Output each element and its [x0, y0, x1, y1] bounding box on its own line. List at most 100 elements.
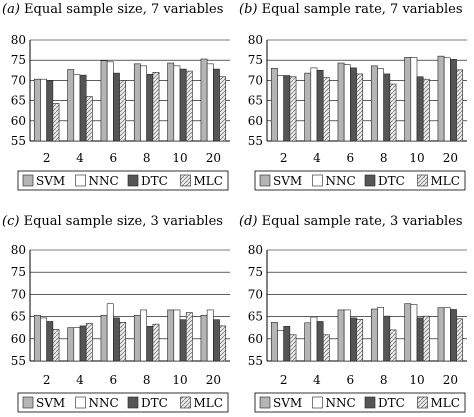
legend-swatch-dtc — [364, 174, 376, 187]
x-tick-label: 6 — [110, 151, 118, 165]
bar-nnc-6 — [343, 64, 351, 142]
bar-mlc-10 — [185, 70, 193, 142]
bar-nnc-6 — [106, 61, 114, 142]
bar-nnc-6 — [106, 303, 114, 362]
bar-nnc-2 — [277, 75, 284, 142]
bar-nnc-20 — [206, 63, 214, 142]
x-tick-label: 8 — [380, 373, 388, 387]
bar-dtc-20 — [450, 59, 457, 142]
bar-dtc-4 — [316, 70, 324, 142]
bar-mlc-10 — [422, 78, 430, 142]
y-tick-label: 60 — [11, 332, 26, 346]
x-tick-label: 4 — [313, 373, 321, 387]
bar-svm-2 — [33, 78, 41, 142]
y-tick-label: 80 — [248, 33, 263, 47]
legend-label-svm: SVM — [36, 396, 65, 410]
bar-mlc-4 — [85, 322, 93, 362]
bar-mlc-6 — [119, 322, 127, 362]
legend-swatch-svm — [22, 174, 34, 187]
panel-label: (b) — [239, 2, 258, 17]
x-tick-label: 20 — [443, 151, 458, 165]
legend-label-svm: SVM — [273, 174, 302, 188]
x-tick-label: 6 — [110, 373, 118, 387]
panel-title-text: Equal sample size, 3 variables — [23, 214, 223, 229]
bar-mlc-20 — [219, 325, 227, 362]
legend-swatch-dtc — [127, 396, 139, 409]
bar-dtc-2 — [46, 80, 54, 142]
bar-nnc-8 — [377, 306, 384, 362]
bar-mlc-10 — [422, 315, 430, 362]
x-tick-label: 10 — [172, 373, 187, 387]
bar-nnc-6 — [343, 309, 351, 362]
bar-dtc-4 — [79, 74, 87, 142]
chart-title: (a) Equal sample size, 7 variables — [2, 2, 223, 17]
y-tick-label: 80 — [248, 243, 263, 257]
bar-dtc-20 — [213, 319, 220, 362]
y-tick-label: 65 — [11, 94, 26, 108]
bar-dtc-10 — [179, 319, 187, 362]
bar-svm-10 — [167, 309, 175, 362]
bar-mlc-4 — [322, 334, 330, 362]
legend-label-nnc: NNC — [89, 396, 119, 410]
bar-nnc-8 — [140, 309, 147, 362]
bar-dtc-8 — [383, 315, 391, 362]
chart-panel-a: (a) Equal sample size, 7 variables 55 60 6… — [0, 0, 237, 200]
bar-svm-10 — [167, 62, 175, 142]
bar-mlc-2 — [289, 334, 297, 362]
x-tick-label: 6 — [347, 373, 355, 387]
legend-box — [254, 392, 466, 413]
y-tick-label: 70 — [248, 287, 263, 301]
y-tick-label: 65 — [248, 310, 263, 324]
bar-svm-6 — [100, 60, 108, 142]
legend-swatch-nnc — [312, 174, 323, 187]
legend-label-dtc: DTC — [378, 174, 405, 188]
y-tick-label: 75 — [11, 265, 26, 279]
bar-dtc-10 — [416, 76, 424, 142]
x-tick-label: 20 — [206, 151, 221, 165]
y-tick-label: 60 — [248, 114, 263, 128]
y-tick-label: 75 — [248, 265, 263, 279]
bar-dtc-6 — [350, 317, 357, 362]
bar-svm-8 — [133, 63, 141, 142]
y-tick-label: 60 — [11, 114, 26, 128]
bar-dtc-6 — [113, 72, 120, 142]
bar-svm-4 — [67, 327, 75, 362]
legend-swatch-svm — [259, 174, 271, 187]
legend-label-nnc: NNC — [89, 174, 119, 188]
bar-nnc-10 — [173, 309, 181, 362]
x-tick-label: 2 — [43, 373, 51, 387]
legend-swatch-nnc — [75, 174, 86, 187]
chart-title: (d) Equal sample rate, 3 variables — [239, 214, 463, 229]
legend-label-mlc: MLC — [194, 396, 223, 410]
legend-label-svm: SVM — [36, 174, 65, 188]
bar-mlc-4 — [322, 77, 330, 142]
bar-nnc-2 — [277, 330, 284, 362]
bar-nnc-4 — [310, 316, 318, 362]
panel-label: (d) — [239, 214, 258, 229]
bar-mlc-6 — [356, 318, 364, 362]
legend-label-dtc: DTC — [141, 174, 168, 188]
y-tick-label: 80 — [11, 243, 26, 257]
legend-label-mlc: MLC — [431, 174, 460, 188]
legend-swatch-mlc — [417, 174, 428, 187]
x-tick-label: 2 — [280, 373, 288, 387]
bar-nnc-4 — [73, 327, 81, 362]
bar-nnc-4 — [73, 74, 81, 142]
chart-panel-d: (d) Equal sample rate, 3 variables 55 60 6… — [237, 212, 474, 417]
legend-swatch-mlc — [180, 396, 191, 409]
panel-title-text: Equal sample size, 7 variables — [24, 2, 224, 17]
bar-chart: 55 60 65 70 75 80 2 4 6 8 10 20 SVM NNC DTC MLC — [248, 243, 467, 413]
bar-mlc-20 — [456, 69, 464, 142]
y-tick-label: 60 — [248, 332, 263, 346]
y-tick-label: 70 — [11, 73, 26, 87]
bar-svm-2 — [33, 314, 41, 362]
x-tick-label: 4 — [313, 151, 321, 165]
y-tick-label: 75 — [11, 53, 26, 67]
bar-nnc-20 — [443, 57, 451, 142]
bar-mlc-8 — [389, 329, 397, 362]
legend-box — [254, 170, 466, 191]
bar-dtc-2 — [283, 326, 291, 362]
bar-mlc-20 — [219, 76, 227, 142]
bar-svm-10 — [404, 303, 412, 362]
bar-dtc-20 — [450, 309, 457, 362]
